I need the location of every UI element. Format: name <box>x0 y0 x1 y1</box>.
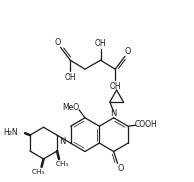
Text: OH: OH <box>95 39 106 48</box>
Text: COOH: COOH <box>134 120 157 129</box>
Text: N: N <box>59 137 66 146</box>
Text: H₂N: H₂N <box>4 128 18 137</box>
Text: O: O <box>55 38 61 47</box>
Text: MeO: MeO <box>63 103 80 112</box>
Text: O: O <box>117 164 124 173</box>
Text: O: O <box>125 47 131 56</box>
Text: OH: OH <box>64 73 76 82</box>
Text: OH: OH <box>109 82 121 90</box>
Text: CH₃: CH₃ <box>32 169 45 175</box>
Text: N: N <box>111 109 117 118</box>
Text: CH₃: CH₃ <box>55 161 69 167</box>
